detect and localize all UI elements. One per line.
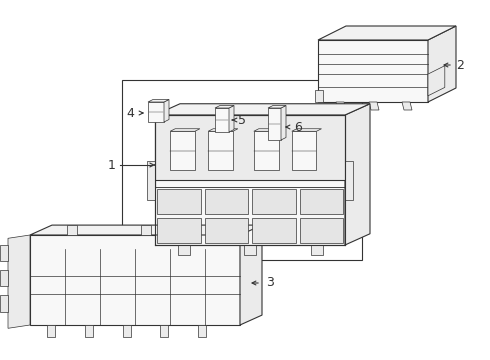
Text: 5: 5 bbox=[238, 113, 246, 126]
Polygon shape bbox=[85, 325, 93, 337]
Polygon shape bbox=[198, 325, 206, 337]
Polygon shape bbox=[292, 131, 317, 170]
Polygon shape bbox=[345, 104, 370, 245]
Polygon shape bbox=[311, 245, 322, 255]
Text: 1: 1 bbox=[108, 158, 116, 171]
Polygon shape bbox=[244, 245, 256, 255]
Polygon shape bbox=[0, 245, 8, 261]
Polygon shape bbox=[148, 102, 164, 122]
Polygon shape bbox=[155, 104, 370, 115]
Text: 4: 4 bbox=[126, 107, 134, 120]
Polygon shape bbox=[299, 218, 343, 243]
Polygon shape bbox=[122, 80, 362, 260]
Polygon shape bbox=[0, 270, 8, 286]
Polygon shape bbox=[155, 115, 345, 245]
Polygon shape bbox=[292, 129, 321, 131]
Polygon shape bbox=[428, 66, 445, 96]
Polygon shape bbox=[229, 105, 234, 132]
Polygon shape bbox=[141, 225, 150, 235]
Polygon shape bbox=[254, 129, 284, 131]
Polygon shape bbox=[177, 245, 190, 255]
Polygon shape bbox=[215, 105, 234, 108]
Polygon shape bbox=[281, 105, 286, 140]
Polygon shape bbox=[252, 218, 295, 243]
Text: 3: 3 bbox=[266, 276, 274, 289]
Polygon shape bbox=[8, 235, 30, 328]
Text: 2: 2 bbox=[456, 59, 464, 72]
Polygon shape bbox=[67, 225, 77, 235]
Polygon shape bbox=[240, 225, 262, 325]
Polygon shape bbox=[299, 189, 343, 214]
Polygon shape bbox=[164, 99, 169, 122]
Polygon shape bbox=[315, 90, 323, 102]
Polygon shape bbox=[204, 218, 248, 243]
Polygon shape bbox=[204, 189, 248, 214]
Polygon shape bbox=[208, 129, 238, 131]
Polygon shape bbox=[30, 235, 240, 325]
Polygon shape bbox=[215, 108, 229, 132]
Polygon shape bbox=[402, 102, 412, 110]
Polygon shape bbox=[345, 161, 353, 199]
Polygon shape bbox=[318, 26, 456, 40]
Polygon shape bbox=[428, 26, 456, 102]
Text: 6: 6 bbox=[294, 121, 302, 134]
Polygon shape bbox=[268, 108, 281, 140]
Polygon shape bbox=[208, 131, 233, 170]
Polygon shape bbox=[30, 225, 262, 235]
Polygon shape bbox=[170, 129, 200, 131]
Polygon shape bbox=[157, 189, 200, 214]
Polygon shape bbox=[148, 99, 169, 102]
Polygon shape bbox=[122, 325, 131, 337]
Polygon shape bbox=[47, 325, 55, 337]
Polygon shape bbox=[157, 218, 200, 243]
Polygon shape bbox=[155, 115, 345, 180]
Polygon shape bbox=[318, 40, 428, 102]
Polygon shape bbox=[268, 105, 286, 108]
Polygon shape bbox=[170, 131, 195, 170]
Polygon shape bbox=[336, 102, 346, 110]
Polygon shape bbox=[0, 295, 8, 311]
Polygon shape bbox=[252, 189, 295, 214]
Polygon shape bbox=[160, 325, 169, 337]
Polygon shape bbox=[147, 161, 155, 199]
Polygon shape bbox=[369, 102, 379, 110]
Polygon shape bbox=[254, 131, 278, 170]
